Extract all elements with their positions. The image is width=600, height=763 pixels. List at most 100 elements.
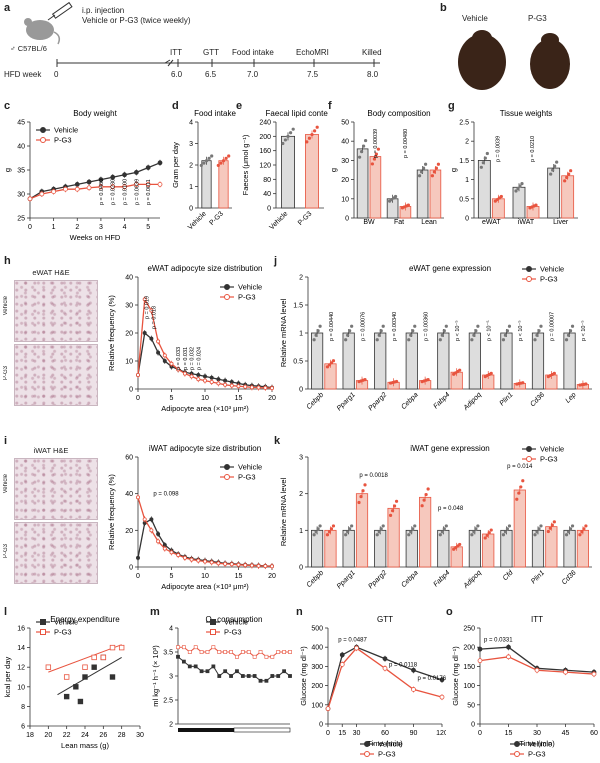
x-axis-label: Lean mass (g) — [61, 741, 109, 750]
y-axis-label: Relative frequency (%) — [107, 474, 116, 550]
data-point — [176, 654, 180, 659]
y-tick-label: 10 — [17, 684, 25, 691]
bar — [563, 332, 576, 390]
dot — [362, 144, 366, 148]
category-label: iWAT — [518, 219, 535, 226]
bar — [437, 332, 450, 390]
x-tick-label: 5 — [170, 573, 174, 580]
y-tick-label: 0 — [319, 722, 323, 729]
dot — [485, 151, 489, 156]
legend-marker — [526, 446, 532, 452]
bar — [311, 332, 324, 390]
event-label-killed: Killed — [362, 48, 382, 57]
light-phase-bar — [233, 727, 291, 733]
legend-marker — [224, 294, 230, 300]
mouse-icon — [24, 18, 61, 45]
p-value-annotation: p = 0.0480 — [99, 179, 105, 205]
dot — [514, 189, 518, 193]
dot — [424, 492, 428, 497]
dot — [283, 138, 287, 142]
y-tick-label: 4 — [169, 626, 173, 633]
legend-label: Vehicle — [378, 740, 402, 749]
chart-title: iWAT adipocyte size distribution — [149, 444, 261, 453]
x-tick-label: 4 — [123, 224, 127, 231]
x-tick-label: 3 — [99, 224, 103, 231]
x-tick-label: 20 — [268, 573, 276, 580]
data-point — [249, 563, 254, 568]
data-point — [82, 664, 88, 670]
data-point — [27, 196, 33, 202]
data-point — [235, 654, 239, 659]
dot — [422, 166, 426, 170]
dot — [499, 194, 503, 199]
p-value-annotation: p < 10⁻⁵ — [517, 320, 524, 341]
dot — [344, 533, 348, 537]
dot — [470, 533, 474, 537]
data-point — [156, 532, 161, 537]
dot — [394, 194, 398, 199]
y-tick-label: 8 — [21, 704, 25, 711]
x-tick-label: 30 — [136, 732, 144, 739]
p-value-annotation: p = 0.00480 — [403, 129, 409, 158]
chart-ewat-genes: eWAT gene expression 0 0.5 1 1.5 2 Relative mR… — [279, 264, 592, 413]
bar — [387, 507, 400, 568]
dot — [315, 125, 319, 129]
data-point — [182, 555, 187, 560]
data-point — [269, 386, 274, 391]
x-tick-label: 5 — [146, 224, 150, 231]
chart-gtt: GTT 0 100 200 300 400 500 0 15 30 60 90 120 Time (min… — [299, 615, 446, 759]
category-label: Cebpb — [306, 391, 326, 411]
panel-label-d: d — [172, 100, 179, 112]
y-tick-label: 0 — [129, 387, 133, 394]
data-point — [86, 185, 92, 191]
dot — [555, 160, 559, 164]
data-point — [187, 650, 192, 654]
y-axis-label: kcal per day — [3, 657, 12, 698]
y-tick-label: 200 — [463, 645, 475, 652]
data-point — [276, 674, 281, 678]
dot — [357, 500, 361, 505]
chart-title: Body composition — [367, 109, 430, 118]
dot — [374, 152, 378, 156]
dot — [291, 127, 295, 131]
dot — [350, 324, 354, 328]
dot — [474, 527, 478, 531]
dot — [406, 203, 410, 207]
y-tick-label: 150 — [463, 664, 475, 671]
data-point — [203, 374, 208, 379]
legend-label: Vehicle — [54, 126, 78, 135]
dot — [553, 164, 557, 168]
y-tick-label: 0.5 — [459, 196, 469, 203]
dot — [313, 129, 317, 133]
data-point — [288, 674, 292, 678]
data-point — [203, 378, 208, 383]
p-value-annotation: p = 0.0018 — [359, 473, 388, 479]
iWAT-he-row1-label: Vehicle — [3, 474, 9, 494]
data-point — [133, 170, 139, 175]
dot — [503, 530, 508, 534]
series-line — [29, 162, 161, 200]
x-tick-label: 22 — [63, 732, 71, 739]
dot — [361, 489, 365, 493]
category-label: Pparg2 — [367, 391, 388, 412]
y-tick-label: 500 — [311, 626, 323, 633]
x-tick-label: 20 — [44, 732, 52, 739]
dot — [426, 487, 430, 491]
category-label: BW — [363, 219, 375, 226]
y-axis-label: ml kg⁻¹ h⁻¹ (× 10³) — [151, 645, 160, 707]
dot — [535, 333, 539, 337]
y-tick-label: 0 — [465, 216, 469, 223]
chart-o2-consumption: O₂ consumption 2 2.5 3 3.5 4 ml kg⁻¹ h⁻¹ (× 10… — [151, 615, 292, 733]
dot — [379, 527, 383, 531]
legend-marker — [40, 137, 46, 143]
category-label: Plin1 — [499, 391, 515, 407]
y-tick-label: 20 — [341, 177, 349, 184]
data-point — [91, 664, 97, 670]
dot — [485, 533, 489, 537]
dot — [472, 333, 476, 337]
data-point — [270, 654, 275, 659]
dot — [503, 333, 508, 337]
chart-iwat-size: iWAT adipocyte size distribution 0 20 40 60 0… — [107, 444, 276, 591]
injection-line1: i.p. injection — [82, 6, 125, 15]
data-point — [223, 382, 228, 387]
